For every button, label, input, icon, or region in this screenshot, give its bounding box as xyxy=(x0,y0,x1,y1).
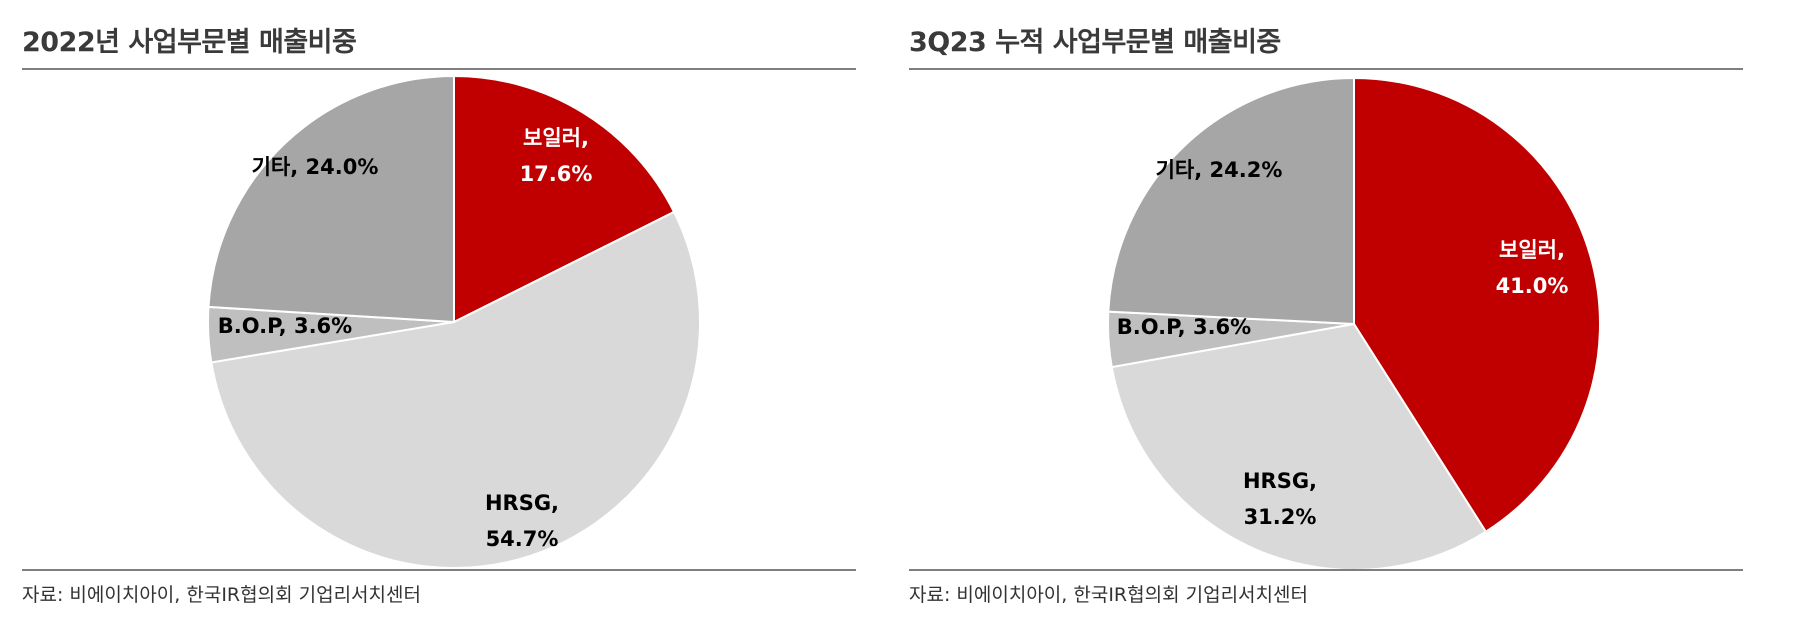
pie-slice-2 xyxy=(210,210,701,569)
pie-slice-4 xyxy=(207,74,455,324)
slice-label-4: 기타, 24.2% xyxy=(1156,158,1283,182)
pie-slice-2 xyxy=(1110,322,1488,571)
title-underline xyxy=(909,68,1743,70)
slice-label-1: 보일러, 41.0% xyxy=(1496,238,1569,298)
pie-chart-2022: 보일러, 17.6% HRSG, 54.7% B.O.P, 3.6% 기타, 24.0% xyxy=(207,74,701,569)
source-note: 자료: 비에이치아이, 한국IR협의회 기업리서치센터 xyxy=(22,584,421,606)
slice-label-3: B.O.P, 3.6% xyxy=(1117,315,1251,339)
slice-label-1: 보일러, 17.6% xyxy=(520,126,593,186)
slice-label-2: HRSG, 31.2% xyxy=(1243,469,1317,529)
pie-slice-1 xyxy=(453,74,676,324)
pie-slice-4 xyxy=(1107,76,1355,326)
slice-label-4: 기타, 24.0% xyxy=(252,155,379,179)
title-underline xyxy=(22,68,856,70)
pie-slice-1 xyxy=(1353,76,1601,534)
slice-label-3: B.O.P, 3.6% xyxy=(218,314,352,338)
chart-panel-2022: 2022년 사업부문별 매출비중 보일러, 17.6% HRSG, 54.7% B.O.… xyxy=(22,27,856,606)
footer-rule xyxy=(909,569,1743,571)
chart-title: 3Q23 누적 사업부문별 매출비중 xyxy=(909,27,1281,58)
footer-rule xyxy=(22,569,856,571)
chart-title: 2022년 사업부문별 매출비중 xyxy=(22,27,357,58)
source-note: 자료: 비에이치아이, 한국IR협의회 기업리서치센터 xyxy=(909,584,1308,606)
slice-label-2: HRSG, 54.7% xyxy=(485,491,559,551)
